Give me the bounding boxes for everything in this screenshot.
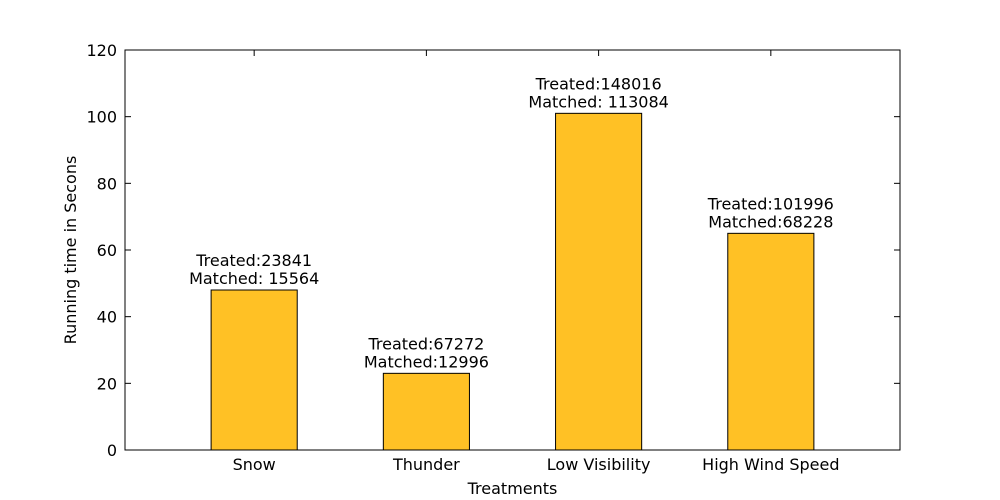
- y-tick-label: 40: [97, 308, 117, 327]
- y-tick-label: 100: [86, 108, 117, 127]
- bar-label-matched: Matched: 113084: [528, 92, 668, 111]
- x-axis-label: Treatments: [467, 479, 558, 498]
- y-tick-label: 80: [97, 174, 117, 193]
- y-tick-label: 60: [97, 241, 117, 260]
- x-tick-label: Thunder: [392, 455, 460, 474]
- ticks-layer: 0 20 40 60 80 100 120 Snow Thunder Low Visibility…: [86, 41, 900, 474]
- bar-label-matched: Matched:68228: [708, 212, 833, 231]
- bar-snow: [210, 289, 298, 451]
- x-tick-label: Low Visibility: [547, 455, 651, 474]
- bar-label-matched: Matched: 15564: [189, 269, 319, 288]
- y-tick-label: 120: [86, 41, 117, 60]
- y-axis-label: Running time in Secons: [61, 156, 80, 345]
- bar-low-visibility: [555, 112, 643, 451]
- bar-high-wind-speed: [727, 232, 815, 451]
- plot-area-frame: [124, 49, 901, 451]
- bar-thunder: [382, 372, 470, 451]
- bar-label-matched: Matched:12996: [364, 352, 489, 371]
- bar-label-treated: Treated:101996: [707, 194, 834, 213]
- bars-layer: [210, 112, 815, 451]
- x-tick-label: High Wind Speed: [702, 455, 839, 474]
- y-tick-label: 20: [97, 374, 117, 393]
- x-tick-label: Snow: [233, 455, 276, 474]
- bar-label-treated: Treated:23841: [195, 251, 312, 270]
- y-tick-label: 0: [107, 441, 117, 460]
- bar-label-treated: Treated:148016: [535, 74, 662, 93]
- bar-label-treated: Treated:67272: [367, 334, 484, 353]
